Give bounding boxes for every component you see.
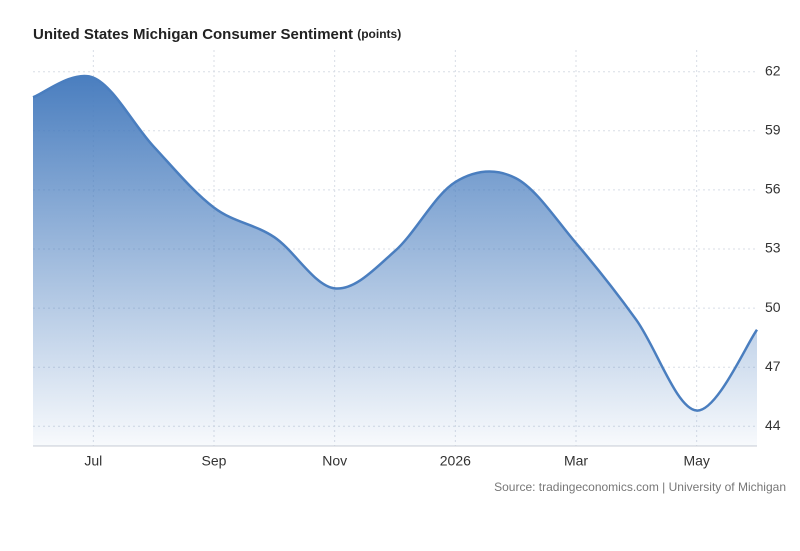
source: Source: tradingeconomics.com | Universit… bbox=[494, 480, 786, 494]
y-tick-label: 62 bbox=[765, 62, 781, 78]
y-tick-label: 56 bbox=[765, 181, 781, 197]
title-text: United States Michigan Consumer Sentimen… bbox=[33, 26, 353, 43]
line bbox=[32, 74, 759, 412]
unit-text: (points) bbox=[357, 27, 401, 41]
y-tick-label: 50 bbox=[765, 299, 781, 315]
area-fill bbox=[33, 75, 757, 446]
y-tick-label: 47 bbox=[765, 358, 781, 374]
y-tick-label: 44 bbox=[765, 417, 781, 433]
x-tick-label: Nov bbox=[322, 453, 347, 469]
y-tick-label: 59 bbox=[765, 122, 781, 138]
x-tick-label: Mar bbox=[564, 453, 588, 469]
x-tick-label: Sep bbox=[202, 453, 227, 469]
chart-title: United States Michigan Consumer Sentimen… bbox=[33, 26, 401, 43]
y-tick-label: 53 bbox=[765, 240, 781, 256]
x-tick-label: 2026 bbox=[440, 453, 471, 469]
x-tick-label: Jul bbox=[84, 453, 102, 469]
x-tick-label: May bbox=[683, 453, 709, 469]
